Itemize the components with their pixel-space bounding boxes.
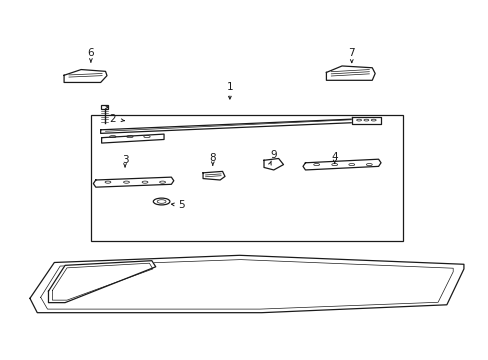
Polygon shape bbox=[203, 171, 224, 180]
Text: 5: 5 bbox=[178, 200, 184, 210]
Polygon shape bbox=[101, 118, 370, 134]
Text: 4: 4 bbox=[331, 152, 337, 162]
Bar bbox=[101, 105, 108, 109]
Polygon shape bbox=[48, 261, 156, 303]
Text: 6: 6 bbox=[87, 48, 94, 58]
Text: 3: 3 bbox=[122, 155, 128, 165]
Polygon shape bbox=[30, 255, 463, 313]
Ellipse shape bbox=[153, 198, 169, 205]
Bar bbox=[91, 116, 402, 241]
Polygon shape bbox=[64, 69, 107, 82]
Polygon shape bbox=[102, 134, 163, 143]
Polygon shape bbox=[351, 117, 380, 124]
Text: 9: 9 bbox=[270, 150, 277, 160]
Polygon shape bbox=[326, 66, 374, 80]
Text: 2: 2 bbox=[109, 114, 116, 124]
Text: 1: 1 bbox=[226, 82, 233, 92]
Text: 8: 8 bbox=[209, 153, 216, 163]
Polygon shape bbox=[93, 177, 173, 187]
Text: 7: 7 bbox=[348, 48, 354, 58]
Polygon shape bbox=[264, 158, 283, 170]
Polygon shape bbox=[303, 159, 380, 170]
